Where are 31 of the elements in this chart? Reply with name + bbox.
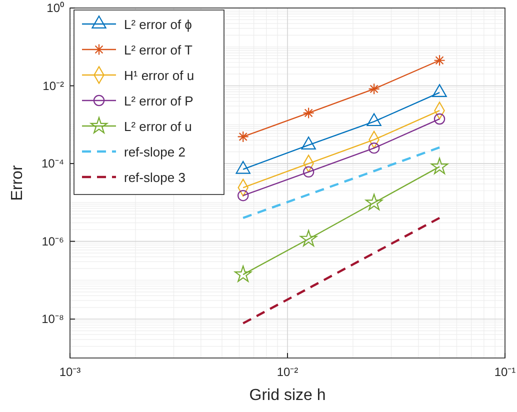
x-tick-label: 10⁻¹ <box>494 365 516 379</box>
point <box>238 190 249 202</box>
x-tick-label: 10⁻² <box>276 365 298 379</box>
point <box>234 266 252 282</box>
y-axis-title: Error <box>9 164 26 201</box>
legend-label: L² error of ϕ <box>124 17 192 32</box>
point <box>430 158 448 174</box>
point <box>434 113 446 125</box>
line-series <box>242 146 441 220</box>
point <box>300 230 318 246</box>
point <box>365 194 383 210</box>
point <box>302 107 314 119</box>
point <box>368 83 380 95</box>
y-tick-label: 10⁰ <box>46 1 64 15</box>
legend-label: L² error of u <box>124 119 192 134</box>
x-axis-title: Grid size h <box>249 387 326 404</box>
point <box>434 54 446 66</box>
y-tick-label: 10⁻⁶ <box>42 234 64 248</box>
legend-label: L² error of T <box>124 42 192 58</box>
point <box>237 130 249 143</box>
legend-label: L² error of P <box>124 94 194 108</box>
point <box>302 166 314 178</box>
x-tick-label: 10⁻³ <box>59 365 81 379</box>
y-tick-label: 10⁻⁴ <box>41 156 64 171</box>
line-series <box>242 216 441 324</box>
y-tick-label: 10⁻² <box>42 78 64 93</box>
legend-label: ref-slope 2 <box>124 144 186 160</box>
legend-label: H¹ error of u <box>124 68 194 83</box>
y-tick-label: 10⁻⁸ <box>42 312 64 326</box>
legend-label: ref-slope 3 <box>124 170 186 185</box>
point <box>368 142 380 154</box>
